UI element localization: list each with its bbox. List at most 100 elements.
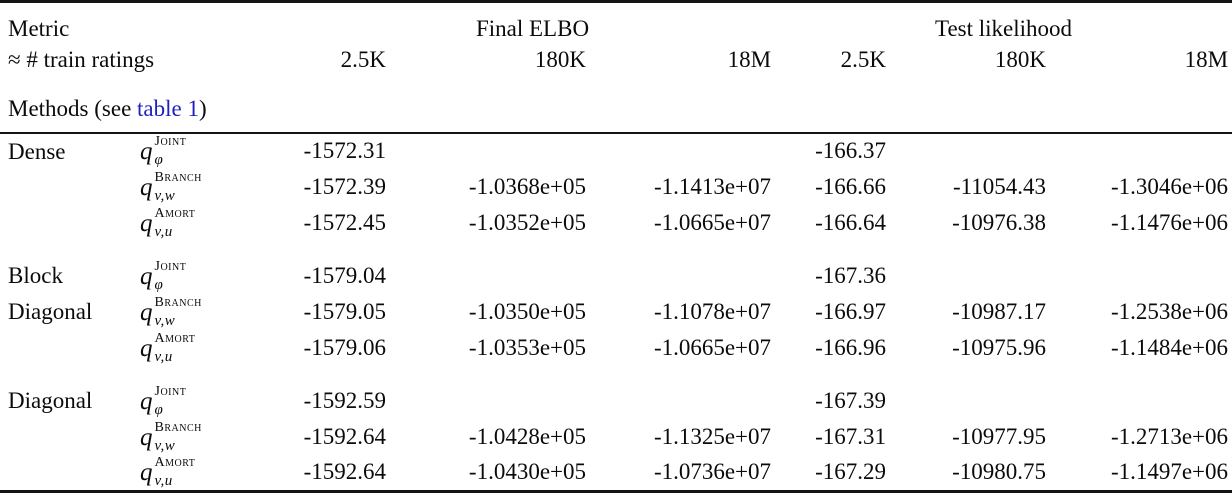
value-cell [1050,133,1232,169]
method-superscript: Amort [154,205,196,221]
value-cell: -1592.64 [303,423,386,449]
method-superscript: Joint [154,258,187,274]
header-row-sizes: ≈ # train ratings 2.5K 180K 18M 2.5K 180… [0,44,1232,75]
table-row: Diagonal q Joint φ -1592.59 -167.39 [0,383,1232,419]
method-superscript: Branch [154,169,202,185]
q-base-letter: q [140,173,153,201]
method-subscript: v,u [154,473,173,489]
method-symbol: q Amort v,u [140,330,290,366]
value-cell [1050,258,1232,294]
value-cell: -167.36 [815,262,887,288]
table-row: q Branch v,w -1572.39 -1.0368e+05 -1.1413e+07… [0,169,1232,205]
method-symbol: q Joint φ [140,258,290,294]
value-cell: -1.1484e+06 [1110,334,1229,360]
q-expression: q Amort v,u [140,331,196,365]
method-symbol: q Amort v,u [140,205,290,241]
q-expression: q Joint φ [140,383,187,418]
method-symbol: q Branch v,w [140,294,290,330]
value-cell: -10977.95 [952,423,1047,449]
method-subscript: v,u [154,223,173,240]
method-superscript: Joint [154,383,187,399]
method-symbol: q Amort v,u [140,455,290,491]
value-cell: -1.0665e+07 [653,209,772,235]
header-row-metric: Metric Final ELBO Test likelihood [0,2,1232,44]
q-scripts: Joint φ [154,383,187,418]
method-symbol: q Branch v,w [140,419,290,455]
method-subscript: φ [154,152,164,169]
value-cell: -1572.45 [303,209,386,235]
method-subscript: v,w [154,437,176,454]
metric-header: Metric [8,16,70,41]
spacer-cell [0,366,1232,383]
value-cell [1050,383,1232,419]
method-superscript: Branch [154,419,202,435]
table-row: q Amort v,u -1572.45 -1.0352e+05 -1.0665e+07 -… [0,205,1232,241]
value-cell [890,258,1050,294]
q-base-letter: q [140,209,153,237]
method-symbol: q Branch v,w [140,169,290,205]
value-cell: -167.31 [815,423,887,449]
value-cell: -166.96 [815,334,887,360]
table-1-link[interactable]: table 1 [137,95,199,121]
value-cell: -1.0428e+05 [468,423,586,449]
value-cell: -166.66 [815,173,887,199]
value-cell: -1.0736e+07 [653,459,772,485]
value-cell: -10976.38 [952,209,1047,235]
q-expression: q Amort v,u [140,205,196,240]
methods-caption-row: Methods (see table 1) [0,74,1232,135]
value-cell: -10975.96 [952,334,1047,360]
value-cell [890,383,1050,419]
value-cell: -1.2538e+06 [1110,298,1229,324]
q-scripts: Branch v,w [154,294,202,329]
value-cell: -1.0368e+05 [468,173,586,199]
value-cell: -167.29 [815,459,887,485]
q-expression: q Joint φ [140,135,186,168]
methods-caption: Methods (see table 1) [0,74,1232,135]
table-row: q Branch v,w -1592.64 -1.0428e+05 -1.1325e+07… [0,419,1232,455]
value-cell: -1.0352e+05 [468,209,586,235]
value-cell: -1579.05 [303,298,386,324]
value-cell: -1.2713e+06 [1110,423,1229,449]
value-cell [590,133,775,169]
method-symbol: q Joint φ [140,383,290,419]
method-superscript: Joint [154,134,187,150]
size-header-elbo-180k: 180K [534,46,586,72]
value-cell: -10987.17 [952,298,1047,324]
value-cell [590,383,775,419]
size-header-test-2_5k: 2.5K [840,46,887,72]
value-cell: -1579.04 [303,262,386,288]
q-expression: q Branch v,w [140,169,202,204]
group-label: Block Diagonal [8,263,93,325]
q-base-letter: q [140,459,153,486]
value-cell: -1592.59 [303,387,386,413]
method-superscript: Branch [154,294,202,310]
size-header-elbo-2_5k: 2.5K [340,46,386,72]
q-scripts: Joint φ [155,135,187,168]
methods-caption-prefix: Methods (see [8,95,138,121]
value-cell: -167.39 [815,387,887,413]
value-cell: -1.1413e+07 [653,173,772,199]
value-cell: -166.37 [815,138,887,164]
value-cell: -1.0665e+07 [653,334,772,360]
table-row: q Branch v,w -1579.05 -1.0350e+05 -1.1078e+07… [0,294,1232,330]
value-cell: -11054.43 [952,173,1047,199]
group-label: Diagonal [8,388,93,414]
value-cell: -1.0430e+05 [468,459,586,485]
table-row: q Amort v,u -1579.06 -1.0353e+05 -1.0665e+07 -… [0,330,1232,366]
method-subscript: v,u [154,348,173,365]
q-scripts: Amort v,u [155,456,196,489]
value-cell: -1.1497e+06 [1110,459,1229,485]
q-expression: q Amort v,u [140,456,195,489]
table-row: q Amort v,u -1592.64 -1.0430e+05 -1.0736e+07 -… [0,455,1232,491]
spacer-cell [0,241,1232,258]
method-subscript: v,w [154,187,176,204]
group-spacer [0,241,1232,258]
q-base-letter: q [140,387,153,415]
q-base-letter: q [140,298,153,326]
q-scripts: Amort v,u [154,331,196,365]
q-expression: q Joint φ [140,258,187,293]
table-body: Dense q Joint φ -1572.31 -166.37 q Branch v,w -15… [0,133,1232,491]
methods-caption-suffix: ) [198,95,207,121]
group-label: Dense [8,139,66,165]
